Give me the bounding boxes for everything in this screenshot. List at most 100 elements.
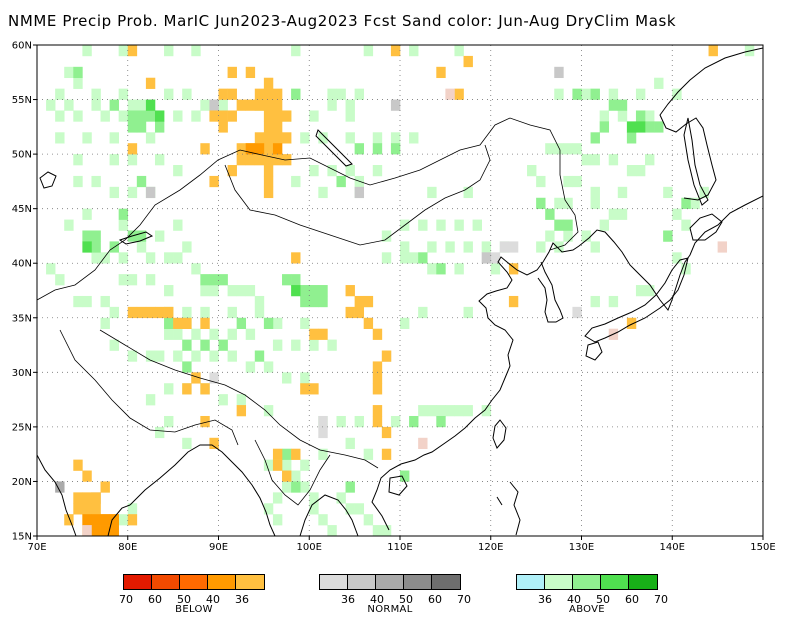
prob-cell-above-50 [82, 241, 92, 253]
prob-cell-above-36 [599, 219, 610, 231]
prob-cell-below-36 [91, 492, 101, 504]
prob-cell-below-36 [209, 437, 219, 450]
prob-cell-below-36 [263, 99, 274, 111]
prob-cell-below-36 [309, 328, 319, 340]
lat-tick-label: 60N [12, 41, 32, 52]
prob-cell-above-36 [182, 306, 192, 319]
prob-cell-above-40 [617, 99, 628, 111]
prob-cell-above-36 [372, 525, 383, 537]
prob-cell-below-36 [372, 372, 383, 384]
prob-cell-below-40 [245, 143, 256, 155]
prob-cell-above-36 [291, 339, 301, 351]
prob-cell-above-36 [363, 448, 374, 460]
indochina-coast [299, 494, 359, 537]
prob-cell-above-40 [291, 481, 301, 493]
prob-cell-above-36 [173, 110, 183, 122]
prob-cell-above-36 [617, 186, 628, 199]
coastlines [36, 47, 764, 537]
lon-tick-label: 80E [118, 542, 137, 553]
prob-cell-below-40 [272, 143, 283, 155]
prob-cell-above-36 [454, 263, 464, 275]
prob-cell-above-36 [527, 165, 537, 177]
legend-swatch [208, 575, 236, 589]
prob-cell-below-36 [263, 186, 274, 199]
prob-cell-below-36 [227, 66, 237, 79]
prob-cell-above-36 [173, 328, 183, 340]
prob-cell-below-40 [109, 525, 119, 537]
prob-cell-above-40 [681, 197, 691, 209]
prob-cell-above-40 [626, 132, 637, 144]
prob-cell-above-36 [263, 503, 274, 515]
prob-cell-above-36 [536, 241, 546, 253]
prob-cell-above-36 [55, 274, 65, 286]
prob-cell-below-36 [200, 317, 210, 329]
prob-cell-below-36 [136, 306, 147, 319]
prob-cell-below-36 [354, 295, 365, 308]
legend-below-swatches [123, 574, 265, 590]
prob-cell-above-36 [472, 219, 482, 231]
china-border [36, 117, 579, 301]
prob-cell-below-36 [463, 55, 473, 68]
prob-cell-above-36 [563, 143, 573, 155]
prob-cell-above-36 [400, 241, 410, 253]
prob-cell-below-36 [508, 295, 519, 308]
prob-cell-above-40 [200, 274, 210, 286]
prob-cell-above-36 [327, 165, 337, 177]
prob-cell-above-36 [363, 514, 374, 526]
legend-tick-label: 36 [341, 593, 355, 606]
prob-cell-above-36 [272, 317, 283, 329]
legend-swatch [180, 575, 208, 589]
lat-tick-label: 25N [12, 422, 32, 433]
prob-cell-above-40 [118, 208, 129, 220]
prob-cell-below-36 [272, 110, 283, 122]
prob-cell-above-36 [372, 165, 383, 177]
legend-tick-label: 40 [370, 593, 384, 606]
prob-cell-above-36 [191, 328, 201, 340]
prob-cell-below-36 [236, 405, 247, 417]
prob-cell-above-36 [164, 45, 174, 57]
prob-cell-below-36 [218, 121, 228, 133]
prob-cell-below-36 [390, 45, 401, 57]
prob-cell-above-40 [354, 143, 365, 155]
prob-cell-above-36 [191, 110, 201, 122]
prob-cell-above-36 [236, 285, 247, 297]
prob-cell-above-40 [645, 121, 655, 133]
prob-cell-above-36 [254, 295, 265, 308]
legend-swatch [629, 575, 657, 589]
prob-cell-above-36 [318, 186, 328, 199]
legend-swatch [152, 575, 180, 589]
prob-cell-above-40 [82, 230, 92, 242]
prob-cell-above-36 [345, 165, 355, 177]
prob-cell-below-36 [191, 372, 201, 384]
prob-cell-below-36 [309, 383, 319, 395]
prob-cell-above-36 [626, 165, 637, 177]
legend-swatch [348, 575, 376, 589]
prob-cell-above-50 [145, 99, 156, 111]
legend-tick-label: 36 [235, 593, 249, 606]
prob-cell-above-36 [409, 45, 419, 57]
prob-cell-above-40 [200, 339, 210, 351]
legend-tick-label: 36 [538, 593, 552, 606]
prob-cell-below-36 [263, 154, 274, 166]
prob-cell-above-36 [454, 45, 464, 57]
prob-cell-above-36 [291, 45, 301, 57]
prob-cell-above-36 [463, 241, 473, 253]
prob-cell-below-36 [263, 110, 274, 122]
prob-cell-below-36 [182, 317, 192, 329]
prob-cell-above-36 [336, 415, 346, 428]
legend-tick-label: 70 [119, 593, 133, 606]
prob-cell-above-40 [136, 230, 147, 242]
prob-cell-above-36 [127, 99, 138, 111]
legend-tick-label: 40 [567, 593, 581, 606]
gridlines [37, 45, 763, 536]
prob-cell-above-36 [109, 132, 119, 144]
prob-cell-below-36 [127, 514, 138, 526]
lat-tick-label: 55N [12, 95, 32, 106]
prob-cell-above-36 [418, 405, 428, 417]
probability-cells [46, 45, 755, 537]
prob-cell-below-36 [245, 99, 256, 111]
prob-cell-above-36 [191, 45, 201, 57]
prob-cell-above-40 [409, 415, 419, 428]
prob-cell-above-40 [291, 88, 301, 100]
prob-cell-above-36 [164, 252, 174, 264]
